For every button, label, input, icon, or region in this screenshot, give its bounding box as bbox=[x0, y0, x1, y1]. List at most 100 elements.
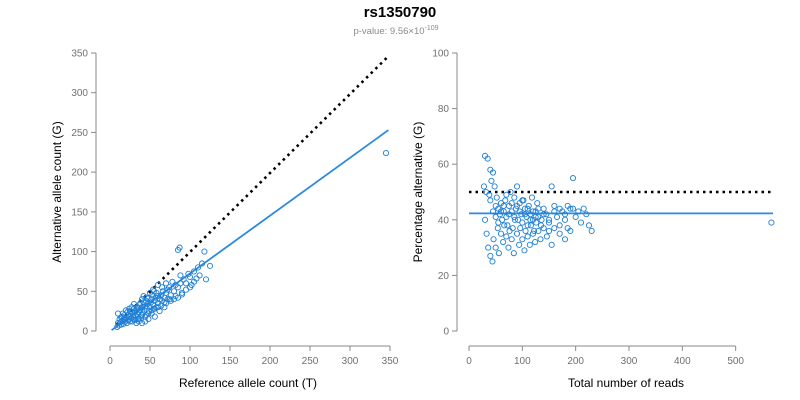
right-data-point bbox=[537, 236, 544, 243]
right-data-point bbox=[534, 200, 541, 207]
right-data-point bbox=[508, 236, 515, 243]
right-data-point bbox=[508, 200, 515, 207]
right-y-tick-label: 60 bbox=[438, 160, 450, 171]
right-data-point bbox=[497, 208, 505, 215]
right-data-point bbox=[580, 205, 587, 212]
left-data-point bbox=[382, 150, 390, 157]
right-data-point bbox=[548, 183, 555, 190]
pvalue-exponent: -109 bbox=[425, 25, 439, 32]
right-data-point bbox=[519, 219, 526, 226]
left-data-point bbox=[161, 299, 168, 306]
left-data-point bbox=[172, 281, 179, 288]
right-data-point bbox=[561, 211, 569, 218]
left-scatter-panel: 0 50 100 150 200 250 300 350 0 50 100 150 200 250 300 3… bbox=[50, 49, 399, 391]
right-data-point bbox=[506, 227, 513, 234]
right-y-tick-label: 100 bbox=[432, 49, 449, 60]
left-data-point bbox=[178, 291, 186, 298]
left-y-tick-label: 350 bbox=[71, 49, 88, 60]
right-x-tick-label: 0 bbox=[466, 356, 472, 367]
left-data-point bbox=[190, 268, 198, 275]
left-data-point bbox=[158, 292, 165, 299]
right-data-point bbox=[768, 219, 775, 226]
left-data-point bbox=[143, 294, 150, 301]
right-data-point bbox=[543, 211, 550, 218]
right-data-point bbox=[532, 213, 539, 221]
left-y-axis-title: Alternative allele count (G) bbox=[50, 121, 64, 262]
left-data-point bbox=[133, 320, 140, 327]
right-data-point bbox=[588, 227, 595, 234]
right-data-point bbox=[492, 244, 499, 251]
right-data-point bbox=[489, 258, 496, 265]
right-data-point bbox=[585, 222, 593, 229]
right-data-point bbox=[567, 227, 574, 234]
right-data-point bbox=[497, 230, 505, 237]
right-data-point bbox=[531, 227, 538, 234]
left-x-tick-label: 0 bbox=[107, 356, 113, 367]
right-data-point bbox=[528, 194, 535, 201]
right-data-point bbox=[502, 197, 509, 204]
right-data-point bbox=[516, 208, 523, 215]
left-data-point bbox=[177, 272, 184, 279]
left-data-point bbox=[196, 272, 203, 279]
right-data-point bbox=[516, 241, 523, 248]
left-data-point bbox=[158, 302, 165, 309]
right-data-point bbox=[481, 216, 489, 223]
left-y-tick-label: 150 bbox=[71, 207, 88, 218]
left-reference-line bbox=[115, 55, 390, 326]
right-data-point bbox=[575, 208, 582, 215]
left-data-point bbox=[162, 280, 170, 287]
left-data-point bbox=[172, 293, 179, 300]
left-data-point bbox=[142, 313, 149, 320]
right-data-point bbox=[503, 191, 510, 198]
right-data-point bbox=[517, 225, 524, 232]
right-data-point bbox=[540, 225, 547, 232]
left-data-point bbox=[186, 273, 194, 281]
right-data-point bbox=[500, 238, 507, 246]
left-data-point bbox=[137, 300, 144, 307]
left-data-point bbox=[118, 314, 125, 321]
right-data-point bbox=[493, 194, 500, 201]
right-data-point bbox=[553, 213, 561, 221]
left-data-point bbox=[145, 310, 152, 317]
left-data-point bbox=[151, 305, 158, 312]
left-data-point bbox=[170, 296, 178, 303]
right-data-point bbox=[564, 202, 571, 209]
right-data-point bbox=[543, 233, 550, 240]
right-data-point bbox=[513, 183, 521, 190]
right-data-point bbox=[524, 222, 531, 229]
right-data-point bbox=[489, 169, 497, 176]
right-x-tick-label: 200 bbox=[567, 356, 584, 367]
right-data-point bbox=[527, 216, 534, 223]
right-data-point bbox=[484, 155, 491, 162]
right-data-point bbox=[533, 219, 540, 226]
right-data-point bbox=[532, 238, 539, 246]
pvalue-label: p-value: 9.56×10-109 bbox=[353, 25, 438, 37]
right-data-point bbox=[513, 202, 521, 209]
left-data-point bbox=[158, 284, 166, 291]
left-data-point bbox=[135, 315, 142, 322]
left-x-tick-label: 200 bbox=[262, 356, 279, 367]
left-data-point bbox=[185, 270, 192, 277]
left-fit-line bbox=[111, 129, 389, 331]
left-data-point bbox=[206, 262, 214, 269]
right-data-point bbox=[527, 222, 534, 229]
right-data-point bbox=[513, 230, 521, 237]
right-data-point bbox=[524, 233, 531, 240]
right-data-point bbox=[524, 205, 531, 212]
right-data-point bbox=[480, 183, 487, 190]
right-data-point bbox=[504, 222, 511, 229]
right-data-point bbox=[483, 230, 490, 237]
left-data-point bbox=[146, 289, 154, 296]
right-data-point bbox=[572, 213, 579, 221]
left-data-point bbox=[148, 307, 155, 314]
right-data-point bbox=[525, 202, 532, 209]
right-data-point bbox=[507, 188, 514, 196]
right-data-point bbox=[540, 205, 547, 212]
right-data-point bbox=[556, 230, 563, 237]
right-data-point bbox=[511, 213, 518, 221]
left-data-point bbox=[180, 276, 187, 283]
right-data-point bbox=[529, 208, 537, 215]
right-data-point bbox=[500, 202, 507, 209]
left-y-tick-label: 50 bbox=[77, 287, 89, 298]
right-data-point bbox=[522, 227, 529, 234]
